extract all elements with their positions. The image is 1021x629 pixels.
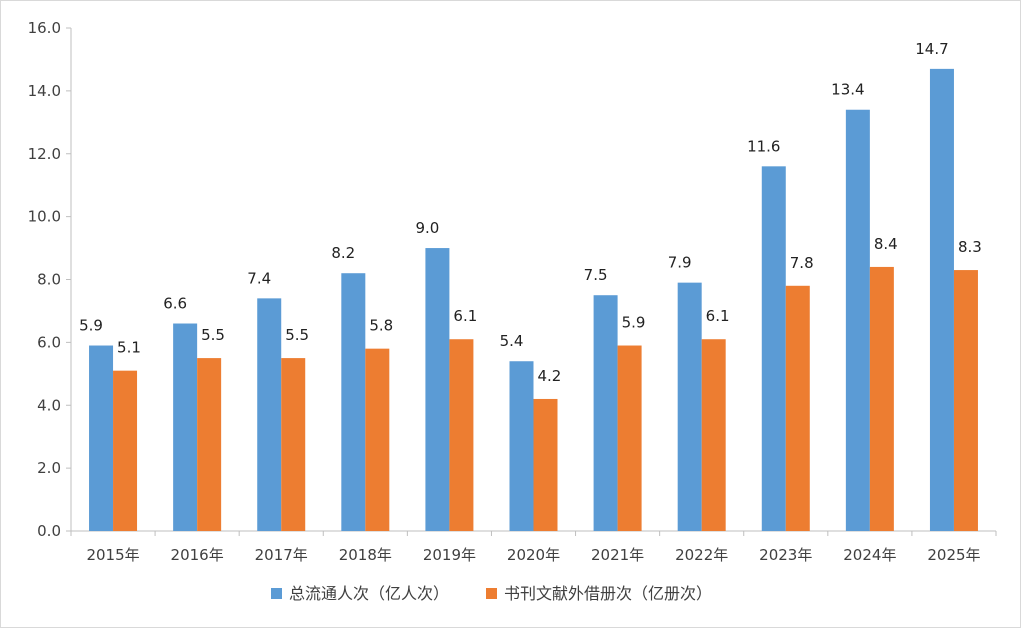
x-tick-label: 2020年 [507, 546, 560, 564]
data-label-loans: 5.1 [117, 339, 141, 357]
bar-circulation [845, 109, 870, 532]
bar-loans [617, 345, 642, 531]
data-label-circulation: 5.4 [500, 332, 524, 350]
bar-loans [197, 358, 222, 531]
bar-loans [533, 398, 558, 531]
data-labels: 5.9 5.1 6.6 5.5 7.4 5.5 8.2 5.8 9.0 6.1 5.4 4.2 7.5 5… [79, 40, 982, 385]
y-tick-label: 12.0 [28, 145, 61, 163]
bar-loans [953, 270, 978, 531]
x-tick-label: 2023年 [759, 546, 812, 564]
data-label-loans: 6.1 [706, 307, 730, 325]
legend-label-circulation: 总流通人次（亿人次） [289, 584, 449, 603]
bar-loans [365, 348, 390, 531]
bar-loans [701, 339, 726, 531]
data-label-loans: 5.5 [201, 326, 225, 344]
legend: 总流通人次（亿人次） 书刊文献外借册次（亿册次） [271, 584, 712, 603]
x-tick-label: 2021年 [591, 546, 644, 564]
data-label-loans: 8.4 [874, 235, 898, 253]
data-label-circulation: 13.4 [831, 81, 864, 99]
bar-circulation [341, 273, 366, 531]
x-tick-label: 2019年 [423, 546, 476, 564]
x-tick-label: 2015年 [86, 546, 139, 564]
y-tick-label: 4.0 [37, 396, 61, 414]
bar-loans [869, 266, 894, 531]
data-label-circulation: 8.2 [331, 244, 355, 262]
y-tick-label: 0.0 [37, 522, 61, 540]
bar-loans [113, 370, 138, 531]
x-tick-label: 2025年 [927, 546, 980, 564]
data-label-circulation: 5.9 [79, 317, 103, 335]
y-tick-label: 14.0 [28, 82, 61, 100]
data-label-loans: 4.2 [538, 367, 562, 385]
x-tick-label: 2016年 [171, 546, 224, 564]
bar-circulation [509, 361, 534, 531]
data-label-loans: 6.1 [453, 307, 477, 325]
y-tick-label: 2.0 [37, 459, 61, 477]
bars [89, 68, 978, 532]
legend-swatch-loans [486, 588, 497, 599]
data-label-loans: 8.3 [958, 238, 982, 256]
bar-circulation [677, 282, 702, 531]
legend-swatch-circulation [271, 588, 282, 599]
x-tick-label: 2018年 [339, 546, 392, 564]
x-tick-label: 2017年 [255, 546, 308, 564]
x-tick-label: 2022年 [675, 546, 728, 564]
bar-loans [281, 358, 306, 531]
x-tick-label: 2024年 [843, 546, 896, 564]
data-label-loans: 5.9 [622, 314, 646, 332]
y-tick-label: 8.0 [37, 271, 61, 289]
data-label-circulation: 7.9 [668, 254, 692, 272]
legend-label-loans: 书刊文献外借册次（亿册次） [504, 584, 712, 603]
bar-circulation [593, 295, 618, 531]
bar-circulation [761, 166, 786, 531]
bar-circulation [929, 68, 954, 532]
y-axis: 0.0 2.0 4.0 6.0 8.0 10.0 12.0 14.0 16.0 [28, 19, 72, 540]
bar-loans [449, 339, 474, 531]
y-tick-label: 10.0 [28, 208, 61, 226]
x-axis: 2015年 2016年 2017年 2018年 2019年 2020年 2021年 2022年… [70, 530, 997, 564]
y-tick-label: 16.0 [28, 19, 61, 37]
data-label-circulation: 9.0 [415, 219, 439, 237]
bar-circulation [425, 248, 450, 531]
data-label-circulation: 11.6 [747, 137, 780, 155]
data-label-loans: 5.8 [369, 317, 393, 335]
data-label-loans: 7.8 [790, 254, 814, 272]
bar-circulation [89, 345, 114, 531]
data-label-circulation: 14.7 [915, 40, 948, 58]
bar-circulation [257, 298, 282, 531]
data-label-circulation: 6.6 [163, 295, 187, 313]
data-label-circulation: 7.4 [247, 269, 271, 287]
y-tick-label: 6.0 [37, 333, 61, 351]
bar-loans [785, 285, 810, 531]
data-label-circulation: 7.5 [584, 266, 608, 284]
bar-circulation [173, 323, 198, 531]
data-label-loans: 5.5 [285, 326, 309, 344]
